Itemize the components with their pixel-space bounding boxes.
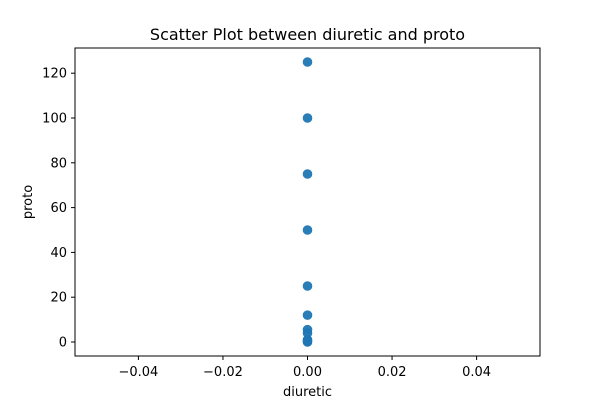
x-axis-ticks: −0.04 −0.02 0.00 0.02 0.04 bbox=[118, 356, 491, 380]
plot-area bbox=[75, 48, 540, 356]
x-tick-label: 0.04 bbox=[462, 365, 491, 380]
y-tick-label: 60 bbox=[50, 201, 67, 216]
y-axis-ticks: 0 20 40 60 80 100 120 bbox=[42, 67, 75, 351]
scatter-point bbox=[302, 281, 313, 291]
scatter-point bbox=[302, 225, 313, 235]
x-axis-label: diuretic bbox=[283, 385, 332, 400]
y-tick-label: 20 bbox=[50, 291, 67, 306]
points-layer bbox=[302, 57, 313, 347]
x-tick-label: 0.00 bbox=[293, 365, 322, 380]
scatter-point bbox=[302, 57, 313, 67]
y-tick-label: 80 bbox=[50, 156, 67, 171]
y-tick-label: 120 bbox=[42, 67, 67, 82]
scatter-point bbox=[302, 169, 313, 179]
scatter-point bbox=[302, 310, 313, 320]
y-tick-label: 100 bbox=[42, 112, 67, 127]
y-tick-label: 40 bbox=[50, 246, 67, 261]
plot-frame bbox=[74, 47, 541, 357]
x-tick-label: 0.02 bbox=[378, 365, 407, 380]
y-axis-label: proto bbox=[21, 185, 36, 219]
chart-title: Scatter Plot between diuretic and proto bbox=[150, 25, 465, 44]
x-tick-label: −0.02 bbox=[203, 365, 243, 380]
x-tick-label: −0.04 bbox=[118, 365, 158, 380]
y-tick-label: 0 bbox=[59, 336, 67, 351]
scatter-point bbox=[302, 113, 313, 123]
scatter-point bbox=[302, 324, 313, 335]
